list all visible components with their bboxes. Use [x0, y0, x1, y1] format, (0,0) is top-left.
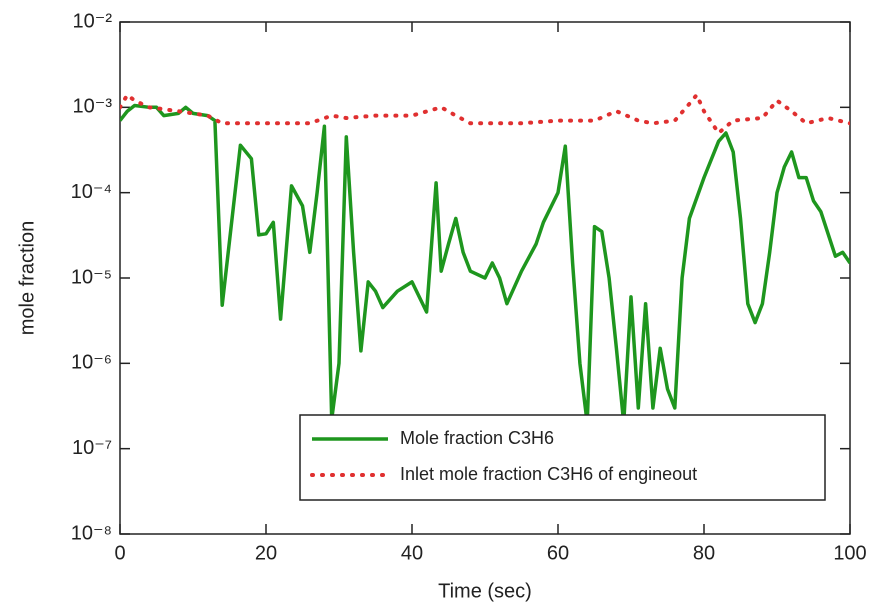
series-line — [120, 103, 850, 425]
x-tick-label: 0 — [114, 542, 125, 564]
y-tick-label: 10⁻⁸ — [71, 522, 112, 544]
y-axis-label: mole fraction — [16, 221, 38, 336]
y-tick-label: 10⁻⁴ — [71, 181, 112, 203]
y-tick-label: 10⁻⁷ — [72, 437, 112, 459]
y-tick-label: 10⁻⁶ — [71, 352, 112, 374]
y-tick-label: 10⁻³ — [73, 96, 113, 118]
y-tick-label: 10⁻² — [73, 10, 113, 32]
x-tick-label: 20 — [255, 542, 277, 564]
x-tick-label: 80 — [693, 542, 715, 564]
y-tick-label: 10⁻⁵ — [71, 266, 112, 288]
x-axis-label: Time (sec) — [438, 580, 532, 602]
x-tick-label: 60 — [547, 542, 569, 564]
x-tick-label: 100 — [833, 542, 866, 564]
x-tick-label: 40 — [401, 542, 423, 564]
legend-box — [299, 414, 826, 501]
legend-label: Mole fraction C3H6 — [400, 428, 554, 448]
legend-label: Inlet mole fraction C3H6 of engineout — [400, 464, 697, 484]
series-line — [120, 92, 850, 135]
